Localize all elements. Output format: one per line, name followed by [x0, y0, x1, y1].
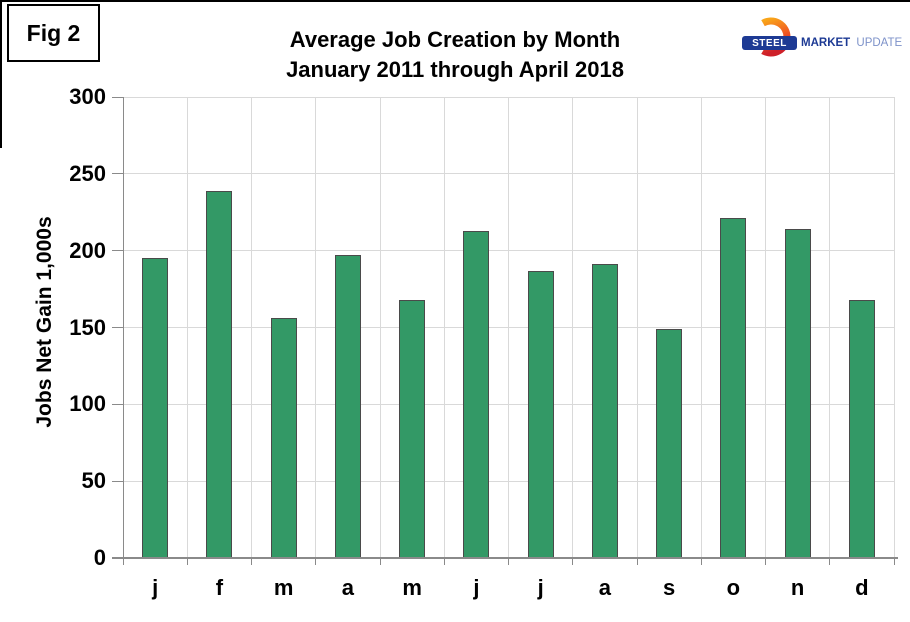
y-axis-tick [112, 96, 123, 98]
bar-d-12 [848, 299, 875, 558]
x-axis-tick [508, 558, 509, 565]
bar-s-9 [656, 329, 683, 558]
x-axis-tick [251, 558, 252, 565]
x-axis-tick [315, 558, 317, 565]
gridline-vertical [186, 97, 188, 558]
logo-update-text: UPDATE [856, 37, 903, 49]
logo-text: MARKET UPDATE [801, 37, 902, 49]
x-axis-tick [379, 558, 381, 565]
x-axis-label: o [726, 575, 741, 600]
x-axis-label: f [215, 575, 224, 600]
bar-m-3 [270, 318, 297, 558]
x-axis-tick [893, 558, 895, 565]
bar-a-8 [591, 264, 618, 558]
y-axis-tick-label: 150 [69, 314, 106, 340]
y-axis-line [123, 97, 124, 558]
x-axis-label: j [537, 575, 544, 600]
bar-o-10 [720, 218, 747, 558]
gridline-vertical [251, 97, 252, 558]
page-border-left [0, 0, 2, 148]
figure-label: Fig 2 [26, 19, 81, 46]
gridline-vertical [443, 97, 445, 558]
x-axis-tick [122, 558, 124, 565]
y-axis-tick [112, 250, 123, 252]
bar-m-5 [399, 299, 426, 558]
gridline-vertical [572, 97, 574, 558]
chart-title: Average Job Creation by Month January 20… [0, 25, 910, 85]
logo-steel-badge: STEEL [742, 36, 797, 50]
chart-title-line2: January 2011 through April 2018 [286, 57, 624, 82]
x-axis-tick [636, 558, 638, 565]
smu-logo: STEEL MARKET UPDATE [742, 17, 902, 67]
x-axis-tick [186, 558, 188, 565]
x-axis-tick [829, 558, 831, 565]
x-axis-label: a [598, 575, 611, 600]
gridline-vertical [829, 97, 831, 558]
bar-a-4 [334, 255, 361, 558]
x-axis-line [112, 557, 898, 559]
bar-j-7 [527, 270, 554, 558]
y-axis-tick-label: 200 [69, 237, 106, 263]
gridline-vertical [765, 97, 766, 558]
x-axis-label: d [855, 575, 869, 600]
gridline-vertical [508, 97, 509, 558]
x-axis-tick [572, 558, 574, 565]
gridline-vertical [700, 97, 702, 558]
logo-market-text: MARKET [801, 37, 851, 49]
y-axis-tick-label: 100 [69, 391, 106, 417]
y-axis-tick-label: 300 [69, 84, 106, 109]
gridline-vertical [315, 97, 317, 558]
x-axis-tick [765, 558, 766, 565]
page-border-top [0, 0, 910, 2]
y-axis-tick [112, 327, 123, 328]
gridline-vertical [636, 97, 638, 558]
y-axis-tick-label: 250 [69, 160, 106, 186]
y-axis-tick [112, 403, 123, 405]
gridline-vertical [379, 97, 381, 558]
gridline-vertical [893, 97, 895, 558]
figure-label-box: Fig 2 [7, 4, 100, 62]
bar-f-2 [206, 190, 233, 558]
bar-j-6 [463, 230, 490, 558]
y-axis-tick-label: 50 [81, 468, 106, 494]
y-axis-tick-label: 0 [93, 545, 106, 570]
x-axis-label: m [402, 575, 422, 600]
x-axis-label: n [790, 575, 805, 600]
x-axis-label: s [663, 575, 676, 600]
x-axis-label: m [273, 575, 294, 600]
x-axis-tick [700, 558, 702, 565]
x-axis-tick [443, 558, 445, 565]
bar-j-1 [142, 258, 169, 558]
y-axis-tick [112, 480, 123, 482]
y-axis-tick [112, 173, 123, 175]
chart-title-line1: Average Job Creation by Month [289, 27, 621, 52]
x-axis-label: j [152, 575, 159, 600]
bar-n-11 [784, 229, 811, 558]
x-axis-label: a [341, 575, 354, 600]
x-axis-label: j [473, 575, 480, 600]
